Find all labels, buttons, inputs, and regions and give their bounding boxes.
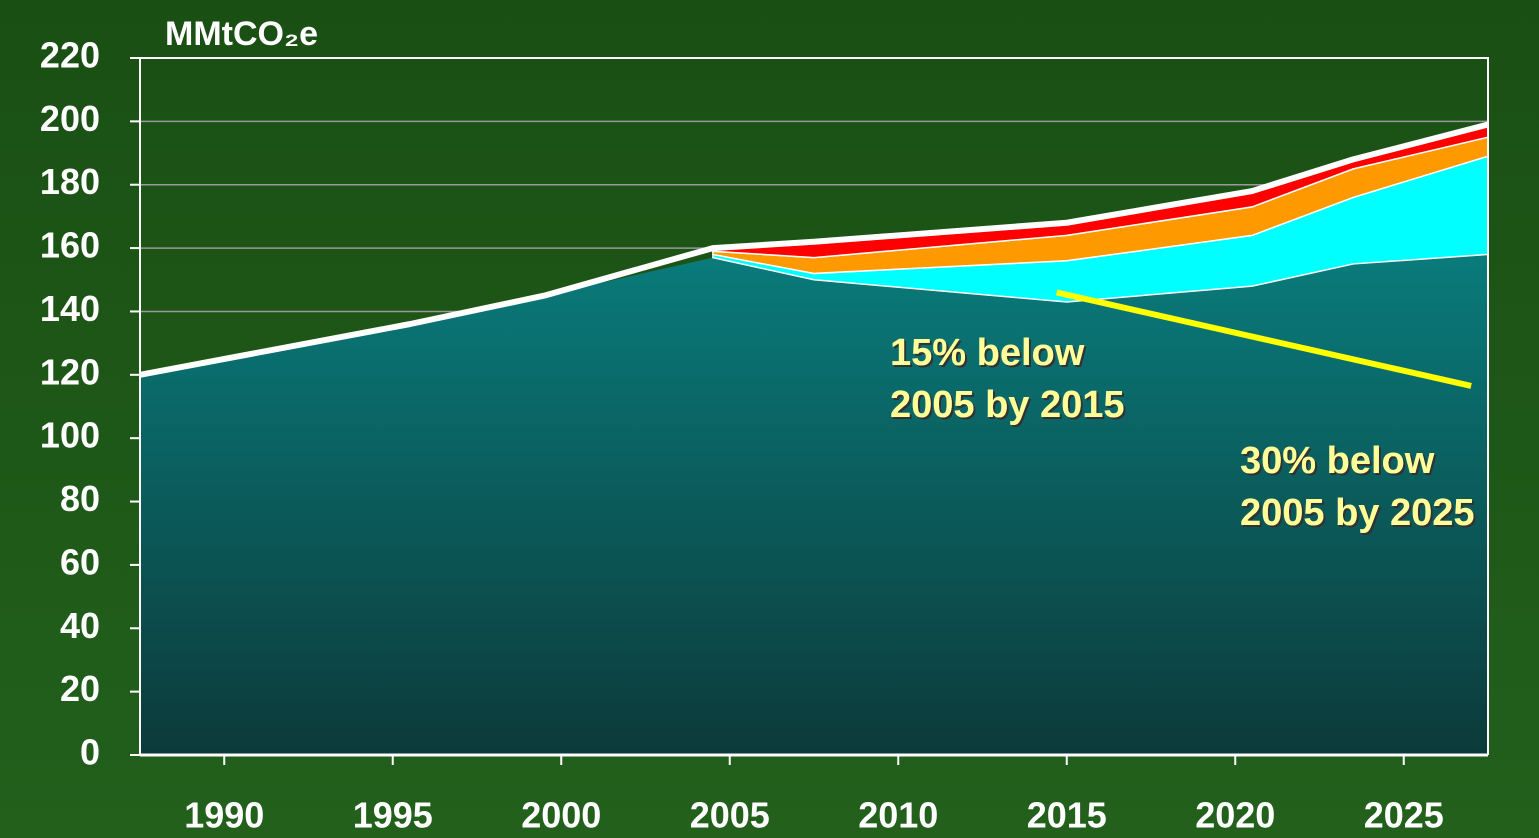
- x-tick-label: 2010: [858, 795, 938, 836]
- y-tick-label: 40: [60, 605, 100, 646]
- x-tick-label: 1995: [353, 795, 433, 836]
- y-tick-label: 100: [40, 415, 100, 456]
- target-line: [1055, 289, 1472, 389]
- annotation: 2005 by 2015: [890, 384, 1125, 426]
- annotation: 30% below: [1240, 440, 1435, 482]
- x-tick-label: 2025: [1364, 795, 1444, 836]
- y-tick-label: 60: [60, 541, 100, 582]
- total-outline: [139, 121, 1489, 378]
- plot-frame: [139, 57, 1489, 755]
- y-tick-label: 20: [60, 668, 100, 709]
- y-tick-label: 140: [40, 288, 100, 329]
- x-tick-label: 2000: [521, 795, 601, 836]
- y-tick-label: 120: [40, 351, 100, 392]
- y-tick-label: 200: [40, 98, 100, 139]
- y-tick-label: 0: [80, 732, 100, 773]
- x-tick-label: 2020: [1195, 795, 1275, 836]
- y-tick-label: 220: [40, 35, 100, 76]
- x-tick-label: 1990: [184, 795, 264, 836]
- y-tick-label: 180: [40, 161, 100, 202]
- annotation: 2005 by 2025: [1240, 492, 1475, 534]
- x-tick-label: 2015: [1027, 795, 1107, 836]
- annotation: 15% below: [890, 332, 1085, 374]
- area: [140, 254, 1488, 755]
- x-tick-label: 2005: [690, 795, 770, 836]
- y-tick-label: 80: [60, 478, 100, 519]
- y-axis-label: MMtCO₂e: [165, 15, 318, 53]
- y-tick-label: 160: [40, 225, 100, 266]
